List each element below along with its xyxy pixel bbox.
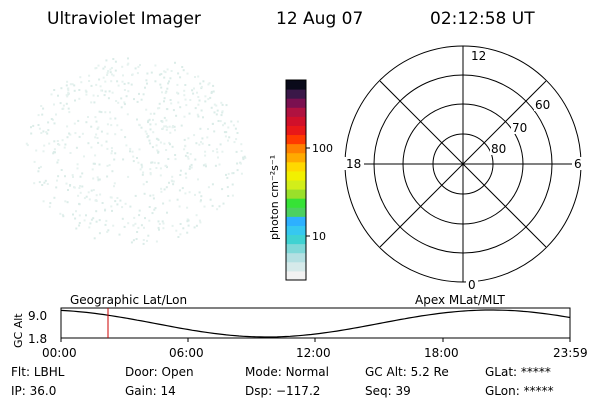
uv-image-geographic [25,57,247,245]
colorbar-cell [286,116,306,126]
colorbar-cell [286,198,306,208]
time-axis-ticks [60,338,571,342]
altitude-curve [60,309,571,338]
colorbar-tick-10: 10 [312,230,326,243]
polar-labels: 12 18 6 0 60 70 80 [344,49,584,292]
mlt-18-label: 18 [346,157,361,171]
colorbar-cell [286,152,306,163]
colorbar-cell [286,252,306,263]
mlt-0-label: 0 [468,278,476,292]
colorbar-cell [286,243,306,254]
colorbar-unit-label: photon cm⁻²s⁻¹ [268,155,281,240]
date-label: 12 Aug 07 [276,9,363,29]
colorbar-cell [286,80,306,90]
time-tick-2359: 23:59 [553,346,588,360]
colorbar-tick-100: 100 [312,142,333,155]
colorbar-cell [286,98,306,108]
colorbar-cell [286,107,306,117]
colorbar: 100 10 photon cm⁻²s⁻¹ [268,79,333,281]
colorbar-cell [286,161,306,172]
mode-field: Mode: Normal [245,365,329,379]
colorbar-cell [286,143,306,154]
polar-plot [344,45,582,283]
colorbar-cell [286,89,306,99]
time-tick-1200: 12:00 [296,346,331,360]
time-tick-1800: 18:00 [424,346,459,360]
altitude-timeline: Geographic Lat/Lon Apex MLat/MLT GC Alt … [12,293,588,360]
colorbar-cell [286,216,306,226]
timeline-title-geographic: Geographic Lat/Lon [70,293,187,307]
mlat-80-label: 80 [491,142,506,156]
door-field: Door: Open [125,365,194,379]
mlt-6-label: 6 [574,157,582,171]
mlt-12-label: 12 [471,49,486,63]
dsp-field: Dsp: −117.2 [245,384,320,398]
colorbar-cell [286,134,306,145]
colorbar-cell [286,225,306,236]
gc-alt-field: GC Alt: 5.2 Re [365,365,449,379]
glon-field: GLon: ***** [485,384,554,398]
y-tick-bottom: 1.8 [28,332,47,346]
gc-alt-axis-label: GC Alt [12,313,25,348]
mlat-70-label: 70 [512,121,527,135]
colorbar-cell [286,180,306,190]
status-panel: Flt: LBHL IP: 36.0 Door: Open Gain: 14 M… [11,365,554,398]
colorbar-cell [286,189,306,199]
time-tick-0000: 00:00 [42,346,77,360]
colorbar-cell [286,270,306,281]
time-label: 02:12:58 UT [430,9,535,29]
colorbar-cell [286,234,306,245]
seq-field: Seq: 39 [365,384,411,398]
colorbar-cell [286,170,306,181]
colorbar-cell [286,125,306,136]
colorbar-cell [286,261,306,272]
colorbar-cell [286,207,306,217]
y-tick-top: 9.0 [28,309,47,323]
flt-field: Flt: LBHL [11,365,65,379]
instrument-title: Ultraviolet Imager [47,9,201,29]
mlat-60-label: 60 [535,98,550,112]
gain-field: Gain: 14 [125,384,176,398]
timeline-title-apex: Apex MLat/MLT [415,293,505,307]
time-tick-0600: 06:00 [169,346,204,360]
glat-field: GLat: ***** [485,365,551,379]
ip-field: IP: 36.0 [11,384,56,398]
